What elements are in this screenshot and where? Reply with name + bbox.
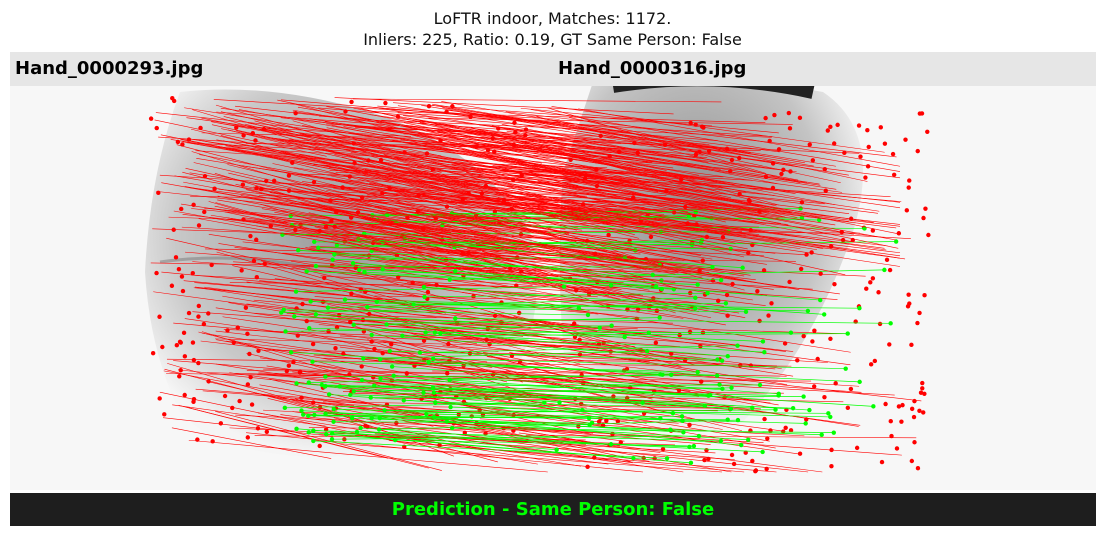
prediction-text: Prediction - Same Person: False	[391, 499, 715, 520]
left-hand-image: Hand_0000293.jpg	[10, 52, 553, 490]
right-filename-banner: Hand_0000316.jpg	[553, 52, 1096, 86]
image-pair-panel: Hand_0000293.jpg Hand_0000316.jpg	[10, 52, 1096, 490]
left-hand-photo	[10, 52, 553, 490]
right-hand-photo	[553, 52, 1096, 490]
title-line-2: Inliers: 225, Ratio: 0.19, GT Same Perso…	[363, 30, 742, 49]
right-filename: Hand_0000316.jpg	[558, 58, 747, 79]
prediction-banner: Prediction - Same Person: False	[10, 493, 1096, 526]
figure-title: LoFTR indoor, Matches: 1172. Inliers: 22…	[0, 8, 1105, 50]
right-hand-image: Hand_0000316.jpg	[553, 52, 1096, 490]
left-filename: Hand_0000293.jpg	[15, 58, 204, 79]
title-line-1: LoFTR indoor, Matches: 1172.	[433, 9, 672, 28]
left-filename-banner: Hand_0000293.jpg	[10, 52, 553, 86]
